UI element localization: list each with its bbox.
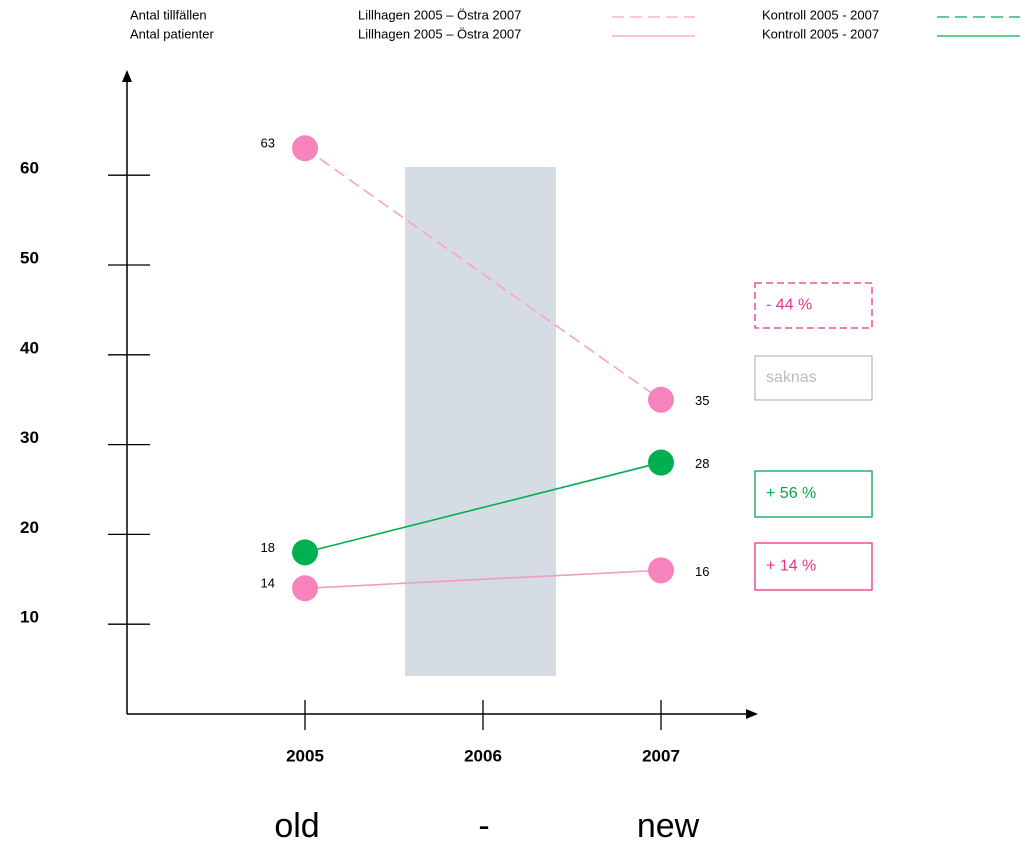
data-point — [292, 539, 318, 566]
annotation-box — [754, 355, 873, 401]
data-label: 18 — [261, 540, 275, 555]
legend-label: Lillhagen 2005 – Östra 2007 — [358, 26, 521, 41]
annotation-text: + 56 % — [766, 485, 816, 502]
footer-label: - — [478, 807, 489, 845]
y-tick-label: 40 — [20, 338, 39, 357]
x-tick-label: 2006 — [464, 746, 502, 765]
data-label: 35 — [695, 393, 709, 408]
y-tick-label: 50 — [20, 248, 39, 267]
annotation-text: - 44 % — [766, 297, 812, 314]
footer-label: new — [637, 807, 700, 845]
x-tick-label: 2007 — [642, 746, 680, 765]
missing-period-band — [405, 167, 556, 676]
annotation-box — [754, 470, 873, 518]
legend-group-label: Antal patienter — [130, 26, 215, 41]
annotation-text: + 14 % — [766, 558, 816, 575]
x-tick-label: 2005 — [286, 746, 324, 765]
y-tick-label: 30 — [20, 428, 39, 447]
data-point — [648, 557, 674, 584]
series-line — [304, 569, 662, 590]
legend-group-label: Antal tillfällen — [130, 7, 207, 22]
data-point — [292, 575, 318, 602]
annotation-text: saknas — [766, 369, 817, 386]
data-point — [648, 449, 674, 476]
legend-label: Kontroll 2005 - 2007 — [762, 26, 879, 41]
data-label: 28 — [695, 456, 709, 471]
annotation-box — [754, 542, 873, 591]
legend-label: Kontroll 2005 - 2007 — [762, 7, 879, 22]
legend-label: Lillhagen 2005 – Östra 2007 — [358, 7, 521, 22]
y-tick-label: 10 — [20, 608, 39, 627]
y-tick-label: 20 — [20, 518, 39, 537]
data-label: 14 — [261, 576, 275, 591]
data-label: 16 — [695, 564, 709, 579]
data-point — [648, 386, 674, 413]
series-line — [304, 147, 662, 401]
footer-label: old — [274, 807, 319, 845]
x-axis-arrow — [746, 709, 758, 719]
y-tick-label: 60 — [20, 159, 39, 178]
y-axis-arrow — [122, 70, 132, 82]
series-line — [304, 461, 662, 554]
data-point — [292, 135, 318, 162]
annotation-box — [754, 282, 873, 329]
data-label: 63 — [261, 136, 275, 151]
